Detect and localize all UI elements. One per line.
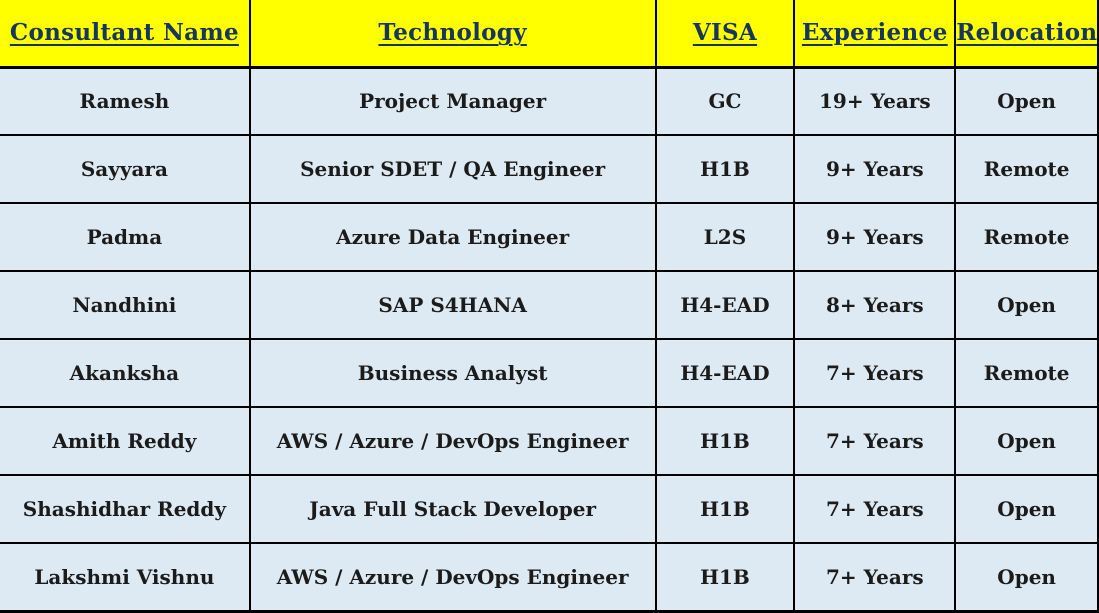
cell-experience: 7+ Years: [793, 338, 957, 409]
header-row: Consultant Name Technology VISA Experien…: [0, 0, 1099, 69]
cell-technology: SAP S4HANA: [248, 270, 657, 341]
table-row: Shashidhar Reddy Java Full Stack Develop…: [0, 474, 1099, 545]
cell-experience: 7+ Years: [793, 542, 957, 613]
cell-experience: 9+ Years: [793, 134, 957, 205]
cell-consultant-name: Nandhini: [0, 270, 251, 341]
cell-consultant-name: Shashidhar Reddy: [0, 474, 251, 545]
cell-consultant-name: Akanksha: [0, 338, 251, 409]
header-technology: Technology: [248, 0, 657, 69]
cell-relocation: Remote: [954, 338, 1099, 409]
cell-consultant-name: Ramesh: [0, 65, 251, 137]
cell-visa: L2S: [654, 202, 796, 273]
table-row: Padma Azure Data Engineer L2S 9+ Years R…: [0, 202, 1099, 273]
cell-relocation: Open: [954, 406, 1099, 477]
cell-technology: Java Full Stack Developer: [248, 474, 657, 545]
cell-visa: H4-EAD: [654, 338, 796, 409]
cell-consultant-name: Padma: [0, 202, 251, 273]
cell-technology: Project Manager: [248, 65, 657, 137]
cell-visa: GC: [654, 65, 796, 137]
cell-experience: 9+ Years: [793, 202, 957, 273]
cell-relocation: Open: [954, 474, 1099, 545]
cell-visa: H1B: [654, 474, 796, 545]
cell-relocation: Open: [954, 542, 1099, 613]
cell-visa: H1B: [654, 542, 796, 613]
cell-visa: H4-EAD: [654, 270, 796, 341]
cell-visa: H1B: [654, 134, 796, 205]
cell-relocation: Remote: [954, 202, 1099, 273]
cell-experience: 7+ Years: [793, 406, 957, 477]
cell-technology: Azure Data Engineer: [248, 202, 657, 273]
header-relocation: Relocation: [954, 0, 1099, 69]
header-consultant-name: Consultant Name: [0, 0, 251, 69]
table-row: Amith Reddy AWS / Azure / DevOps Enginee…: [0, 406, 1099, 477]
table-row: Sayyara Senior SDET / QA Engineer H1B 9+…: [0, 134, 1099, 205]
header-experience: Experience: [793, 0, 957, 69]
cell-relocation: Open: [954, 65, 1099, 137]
table-row: Ramesh Project Manager GC 19+ Years Open: [0, 65, 1099, 137]
table-row: Nandhini SAP S4HANA H4-EAD 8+ Years Open: [0, 270, 1099, 341]
cell-relocation: Open: [954, 270, 1099, 341]
cell-technology: Business Analyst: [248, 338, 657, 409]
cell-visa: H1B: [654, 406, 796, 477]
table-row: Akanksha Business Analyst H4-EAD 7+ Year…: [0, 338, 1099, 409]
cell-relocation: Remote: [954, 134, 1099, 205]
cell-consultant-name: Lakshmi Vishnu: [0, 542, 251, 613]
cell-technology: AWS / Azure / DevOps Engineer: [248, 542, 657, 613]
table-row: Lakshmi Vishnu AWS / Azure / DevOps Engi…: [0, 542, 1099, 613]
cell-experience: 7+ Years: [793, 474, 957, 545]
cell-technology: AWS / Azure / DevOps Engineer: [248, 406, 657, 477]
cell-experience: 8+ Years: [793, 270, 957, 341]
header-visa: VISA: [654, 0, 796, 69]
cell-experience: 19+ Years: [793, 65, 957, 137]
cell-consultant-name: Sayyara: [0, 134, 251, 205]
cell-technology: Senior SDET / QA Engineer: [248, 134, 657, 205]
cell-consultant-name: Amith Reddy: [0, 406, 251, 477]
